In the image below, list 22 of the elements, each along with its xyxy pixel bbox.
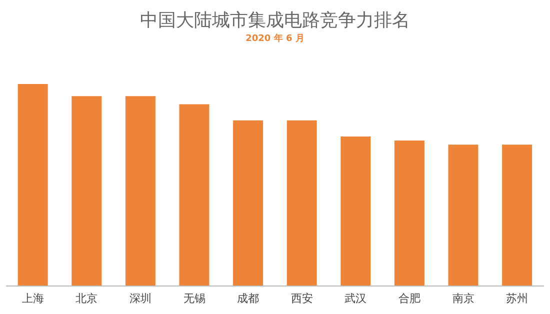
x-tick-label: 深圳: [130, 292, 152, 305]
x-tick-label: 无锡: [183, 292, 206, 305]
x-tick-label: 西安: [290, 292, 313, 305]
x-tick-label: 合肥: [398, 292, 420, 305]
bar: [340, 136, 371, 286]
bar: [286, 120, 317, 286]
x-tick-label: 苏州: [506, 292, 528, 305]
bar: [18, 84, 48, 286]
bar: [233, 120, 264, 286]
x-tick-label: 南京: [452, 292, 474, 305]
x-tick-label: 上海: [22, 292, 44, 305]
chart-title: 中国大陆城市集成电路竞争力排名: [139, 9, 411, 32]
chart-subtitle: 2020 年 6 月: [244, 32, 306, 46]
bar: [125, 96, 156, 286]
bar: [72, 96, 102, 286]
x-tick-label: 成都: [237, 292, 260, 305]
bar: [448, 144, 478, 286]
bar: [394, 140, 424, 286]
x-tick-label: 北京: [76, 292, 98, 305]
bar: [179, 104, 210, 286]
bar: [502, 144, 532, 286]
x-tick-label: 武汉: [344, 292, 367, 305]
